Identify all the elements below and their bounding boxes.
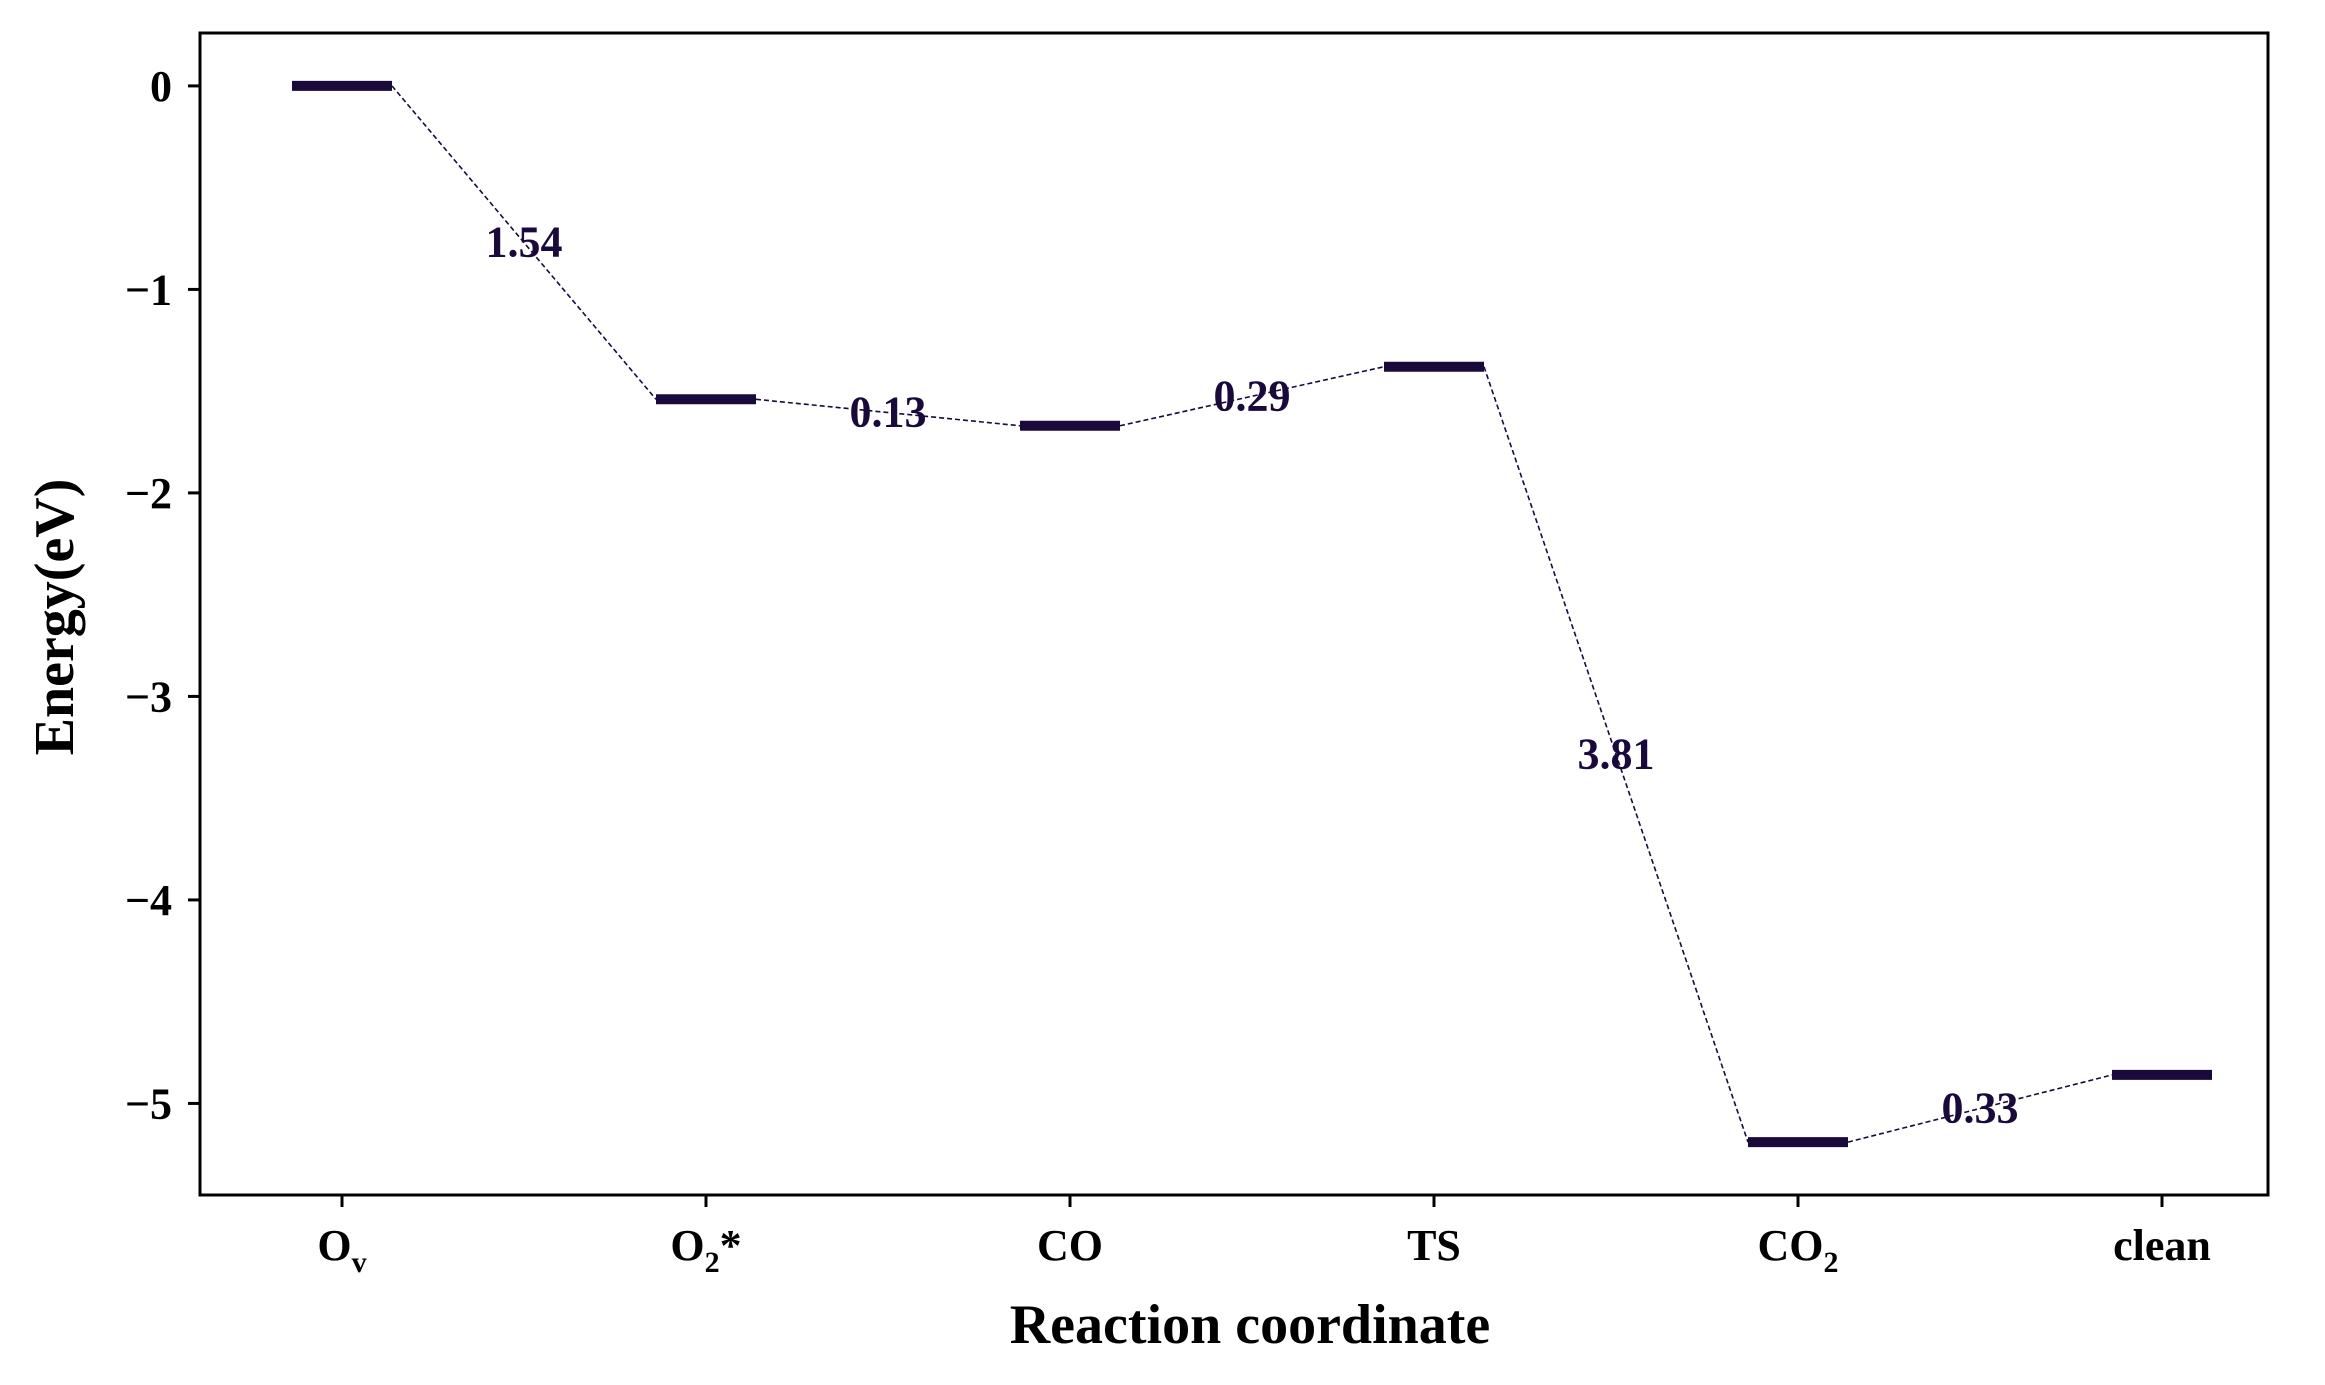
x-tick-label: CO xyxy=(1037,1221,1103,1270)
plot-frame xyxy=(198,31,2270,1197)
difference-labels: 1.54 0.13 0.29 3.81 0.33 xyxy=(486,218,2019,1133)
energy-levels xyxy=(292,80,2212,1148)
x-tick-label: CO2 xyxy=(1758,1221,1839,1279)
x-tick-label: Ov xyxy=(317,1221,366,1279)
connector-line xyxy=(755,398,1021,427)
connector-line xyxy=(391,85,657,400)
y-tick-label: −3 xyxy=(125,672,172,721)
y-axis: 0 −1 −2 −3 −4 −5 xyxy=(125,62,200,1128)
x-tick-label: clean xyxy=(2113,1221,2211,1270)
y-tick-label: −1 xyxy=(125,265,172,314)
x-tick-label: O2* xyxy=(670,1221,741,1279)
difference-label: 0.33 xyxy=(1942,1084,2019,1133)
connector-line xyxy=(1483,366,1749,1143)
y-tick-label: −5 xyxy=(125,1079,172,1128)
connector-line xyxy=(1119,365,1385,427)
connector-lines xyxy=(391,85,2113,1143)
connector-line xyxy=(1847,1074,2113,1143)
difference-label: 1.54 xyxy=(486,218,563,267)
difference-label: 0.29 xyxy=(1214,371,1291,420)
x-axis-title: Reaction coordinate xyxy=(1010,1294,1491,1356)
difference-label: 3.81 xyxy=(1578,729,1655,778)
y-tick-label: 0 xyxy=(150,62,172,111)
y-tick-label: −2 xyxy=(125,469,172,518)
y-tick-label: −4 xyxy=(125,876,172,925)
x-axis: Ov O2* CO TS CO2 clean xyxy=(317,1195,2211,1279)
difference-label: 0.13 xyxy=(850,388,927,437)
y-axis-title: Energy(eV) xyxy=(24,479,86,756)
x-tick-label: TS xyxy=(1407,1221,1461,1270)
